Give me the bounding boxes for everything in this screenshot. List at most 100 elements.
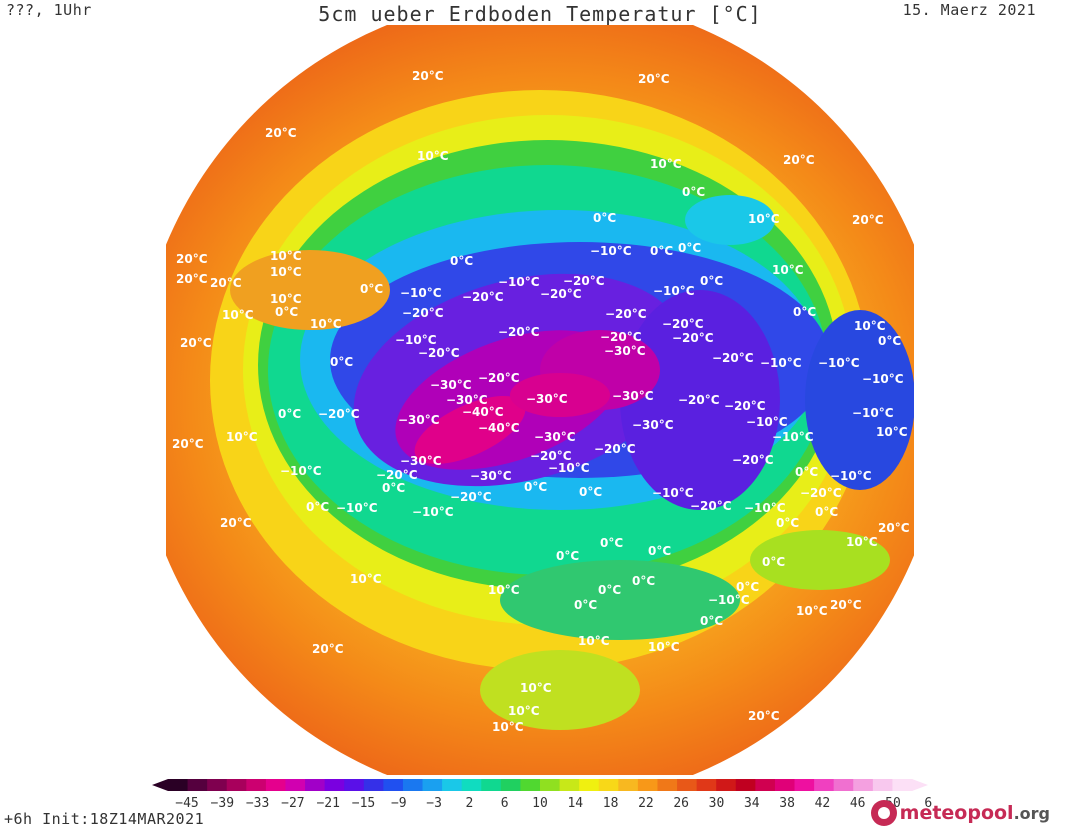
- svg-text:0°C: 0°C: [330, 355, 353, 369]
- svg-text:0°C: 0°C: [278, 407, 301, 421]
- svg-text:−30°C: −30°C: [632, 418, 674, 432]
- scale-swatch: [168, 779, 189, 791]
- svg-text:−20°C: −20°C: [462, 290, 504, 304]
- svg-text:−10°C: −10°C: [395, 333, 437, 347]
- svg-text:0°C: 0°C: [275, 305, 298, 319]
- scale-swatch: [814, 779, 835, 791]
- svg-text:10°C: 10°C: [650, 157, 682, 171]
- svg-text:−10°C: −10°C: [818, 356, 860, 370]
- svg-text:10°C: 10°C: [270, 265, 302, 279]
- svg-text:0°C: 0°C: [593, 211, 616, 225]
- svg-text:−30°C: −30°C: [612, 389, 654, 403]
- logo-text: meteopool: [899, 802, 1014, 824]
- svg-text:20°C: 20°C: [412, 69, 444, 83]
- svg-text:10°C: 10°C: [226, 430, 258, 444]
- svg-text:−10°C: −10°C: [412, 505, 454, 519]
- svg-text:20°C: 20°C: [172, 437, 204, 451]
- svg-text:20°C: 20°C: [638, 72, 670, 86]
- valid-date: 15. Maerz 2021: [902, 1, 1036, 19]
- scale-tick-label: 2: [465, 796, 473, 810]
- svg-text:−10°C: −10°C: [708, 593, 750, 607]
- svg-text:−30°C: −30°C: [470, 469, 512, 483]
- svg-text:20°C: 20°C: [748, 709, 780, 723]
- svg-text:−20°C: −20°C: [402, 306, 444, 320]
- svg-text:0°C: 0°C: [450, 254, 473, 268]
- scale-tick-label: −9: [391, 796, 407, 810]
- scale-swatch: [618, 779, 639, 791]
- svg-text:0°C: 0°C: [776, 516, 799, 530]
- svg-text:−10°C: −10°C: [336, 501, 378, 515]
- svg-text:−10°C: −10°C: [498, 275, 540, 289]
- svg-text:20°C: 20°C: [830, 598, 862, 612]
- svg-text:−20°C: −20°C: [732, 453, 774, 467]
- scale-swatch: [540, 779, 561, 791]
- scale-tick-label: 46: [850, 796, 866, 810]
- svg-text:−10°C: −10°C: [548, 461, 590, 475]
- svg-text:0°C: 0°C: [678, 241, 701, 255]
- svg-text:0°C: 0°C: [815, 505, 838, 519]
- svg-text:−20°C: −20°C: [540, 287, 582, 301]
- svg-text:−20°C: −20°C: [672, 331, 714, 345]
- scale-tick-label: −45: [175, 796, 198, 810]
- svg-text:0°C: 0°C: [574, 598, 597, 612]
- svg-text:−10°C: −10°C: [862, 372, 904, 386]
- scale-max-arrow: [912, 779, 928, 791]
- scale-tick-label: 26: [673, 796, 689, 810]
- svg-text:10°C: 10°C: [310, 317, 342, 331]
- scale-swatch: [187, 779, 208, 791]
- svg-text:10°C: 10°C: [350, 572, 382, 586]
- logo-suffix: .org: [1013, 804, 1050, 823]
- scale-swatch: [735, 779, 756, 791]
- svg-text:−10°C: −10°C: [652, 486, 694, 500]
- svg-text:−20°C: −20°C: [498, 325, 540, 339]
- svg-text:0°C: 0°C: [579, 485, 602, 499]
- svg-text:0°C: 0°C: [632, 574, 655, 588]
- svg-text:20°C: 20°C: [220, 516, 252, 530]
- meteopool-logo[interactable]: meteopool.org: [870, 800, 1050, 826]
- svg-text:−10°C: −10°C: [852, 406, 894, 420]
- scale-swatch: [677, 779, 698, 791]
- scale-swatch: [559, 779, 580, 791]
- scale-swatch: [872, 779, 894, 791]
- scale-tick-label: −3: [426, 796, 442, 810]
- scale-swatch: [324, 779, 345, 791]
- scale-tick-label: 6: [924, 796, 932, 810]
- svg-text:−10°C: −10°C: [280, 464, 322, 478]
- scale-swatch: [383, 779, 404, 791]
- scale-swatch: [422, 779, 443, 791]
- scale-swatch: [892, 779, 913, 791]
- scale-swatch: [853, 779, 874, 791]
- svg-text:0°C: 0°C: [795, 465, 818, 479]
- svg-text:−10°C: −10°C: [744, 501, 786, 515]
- svg-text:10°C: 10°C: [876, 425, 908, 439]
- svg-text:0°C: 0°C: [360, 282, 383, 296]
- svg-text:10°C: 10°C: [748, 212, 780, 226]
- svg-text:−20°C: −20°C: [712, 351, 754, 365]
- scale-swatch: [305, 779, 326, 791]
- svg-text:20°C: 20°C: [180, 336, 212, 350]
- svg-text:20°C: 20°C: [265, 126, 297, 140]
- scale-tick-label: 14: [567, 796, 583, 810]
- color-scale-ticks: −45 −39 −33 −27 −21 −15 −9 −3 2 6 10 14 18 22 26 30 34 38…: [175, 796, 932, 810]
- svg-text:−30°C: −30°C: [446, 393, 488, 407]
- svg-text:10°C: 10°C: [648, 640, 680, 654]
- svg-text:−10°C: −10°C: [830, 469, 872, 483]
- scale-swatch: [500, 779, 522, 791]
- scale-swatch: [716, 779, 737, 791]
- scale-swatch: [833, 779, 854, 791]
- svg-text:−30°C: −30°C: [604, 344, 646, 358]
- scale-tick-label: 34: [744, 796, 760, 810]
- scale-tick-label: 10: [532, 796, 548, 810]
- model-run-info: +6h Init:18Z14MAR2021: [4, 810, 205, 828]
- scale-tick-label: 22: [638, 796, 654, 810]
- scale-swatch: [520, 779, 541, 791]
- scale-swatch: [637, 779, 659, 791]
- run-location-label: ???, 1Uhr: [6, 1, 92, 19]
- scale-swatch: [794, 779, 815, 791]
- svg-text:20°C: 20°C: [176, 272, 208, 286]
- svg-text:−20°C: −20°C: [418, 346, 460, 360]
- scale-tick-label: 38: [779, 796, 795, 810]
- svg-text:0°C: 0°C: [878, 334, 901, 348]
- svg-text:−30°C: −30°C: [430, 378, 472, 392]
- scale-tick-label: 6: [501, 796, 509, 810]
